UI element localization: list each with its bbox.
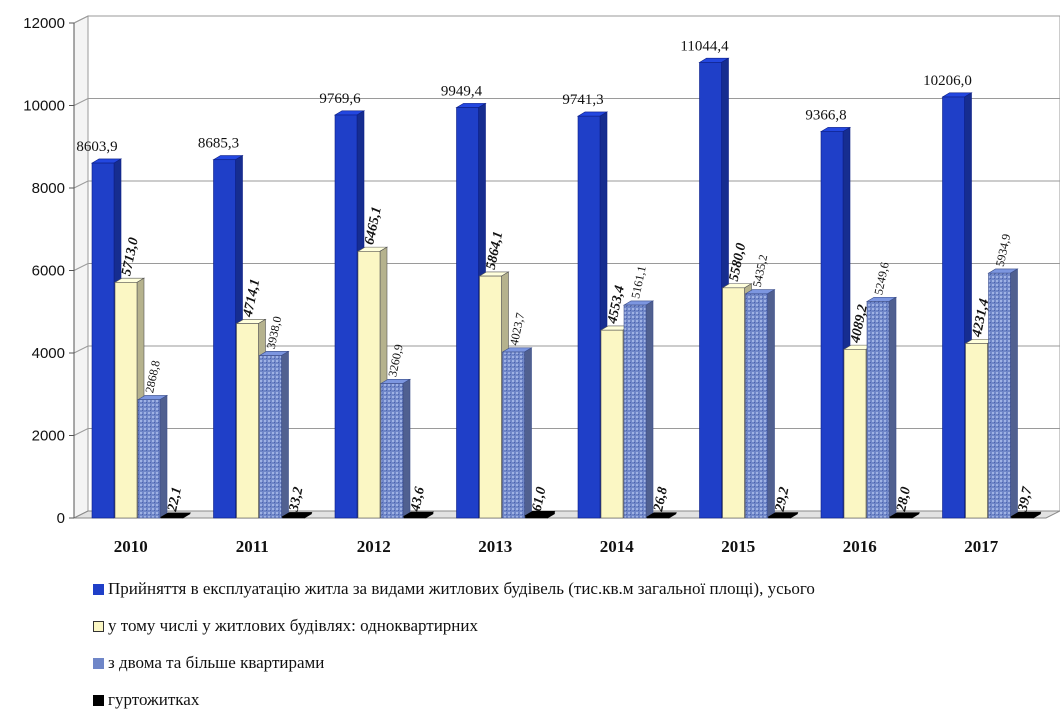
bar-multi-apartment-2014 <box>622 300 655 519</box>
bar-dormitories-2015 <box>767 512 799 519</box>
bar-multi-apartment-2011 <box>258 350 290 519</box>
gridlines <box>73 15 1060 436</box>
x-tick-label-2014: 2014 <box>600 537 635 556</box>
data-label-dormitories-2012: 43,6 <box>408 486 428 514</box>
gridline <box>73 15 1060 24</box>
data-label-total-2011: 8685,3 <box>198 136 239 152</box>
data-label-dormitories-2013: 61,0 <box>530 486 550 513</box>
chart: 0 2000 4000 6000 8000 10000 12000 8603,9 5713,0… <box>23 15 1060 709</box>
data-label-total-2013: 9949,4 <box>441 84 483 100</box>
x-tick-label-2013: 2013 <box>478 537 512 556</box>
x-tick-label-2015: 2015 <box>721 537 755 556</box>
bar-dormitories-2013 <box>524 510 556 519</box>
legend-label-dormitories: гуртожитках <box>108 690 200 709</box>
data-label-multi-apartment-2013: 4023,7 <box>507 311 528 346</box>
legend-swatch-total <box>93 583 104 595</box>
bar-dormitories-2010 <box>159 512 192 519</box>
data-label-total-2017: 10206,0 <box>923 73 972 89</box>
data-label-total-2012: 9769,6 <box>319 91 361 107</box>
bar-multi-apartment-2016 <box>865 296 898 519</box>
x-tick-label-2011: 2011 <box>236 537 269 556</box>
y-axis-ticks: 0 2000 4000 6000 8000 10000 12000 <box>23 15 75 527</box>
data-label-total-2010: 8603,9 <box>76 139 117 155</box>
x-tick-label-2016: 2016 <box>843 537 877 556</box>
legend-label-total: Прийняття в експлуатацію житла за видами… <box>108 579 815 598</box>
data-label-multi-apartment-2012: 3260,9 <box>385 343 406 378</box>
y-tick-label: 8000 <box>32 180 65 197</box>
bar-multi-apartment-2015 <box>744 289 776 519</box>
gridline <box>73 98 1060 106</box>
x-tick-label-2017: 2017 <box>964 537 999 556</box>
y-tick-label: 6000 <box>32 263 65 280</box>
legend-item-multi-apartment: з двома та більше квартирами <box>93 649 1053 677</box>
gridline <box>73 180 1060 189</box>
data-label-total-2014: 9741,3 <box>562 92 603 108</box>
legend: Прийняття в експлуатацію житла за видами… <box>93 575 1053 723</box>
y-tick-label: 2000 <box>32 428 65 445</box>
bars <box>90 57 1042 519</box>
data-labels: 8603,95713,02868,822,18685,34714,13938,0… <box>76 38 1035 513</box>
legend-label-single-apartment: у тому числі у житлових будівлях: однокв… <box>108 616 478 635</box>
bar-multi-apartment-2017 <box>987 268 1019 519</box>
data-label-total-2016: 9366,8 <box>805 108 846 124</box>
legend-item-dormitories: гуртожитках <box>93 686 1053 714</box>
y-tick-label: 12000 <box>23 15 65 32</box>
legend-item-single-apartment: у тому числі у житлових будівлях: однокв… <box>93 612 1053 640</box>
bar-dormitories-2017 <box>1010 511 1042 519</box>
bar-multi-apartment-2013 <box>501 347 533 519</box>
data-label-dormitories-2010: 22,1 <box>165 486 185 514</box>
bar-multi-apartment-2010 <box>136 394 169 519</box>
data-label-multi-apartment-2010: 2868,8 <box>142 359 163 394</box>
y-tick-label: 10000 <box>23 98 65 115</box>
bar-dormitories-2016 <box>888 512 921 519</box>
y-tick-label: 0 <box>57 510 65 527</box>
data-label-dormitories-2014: 26,8 <box>651 486 671 514</box>
legend-swatch-dormitories <box>93 694 104 706</box>
x-axis-ticks: 2010 2011 2012 2013 2014 2015 2016 2017 <box>114 537 999 556</box>
data-label-multi-apartment-2015: 5435,2 <box>750 253 771 288</box>
data-label-multi-apartment-2016: 5249,6 <box>871 261 892 296</box>
legend-swatch-single-apartment <box>93 620 104 632</box>
x-tick-label-2012: 2012 <box>357 537 391 556</box>
data-label-multi-apartment-2017: 5934,9 <box>993 233 1014 268</box>
x-tick-label-2010: 2010 <box>114 537 148 556</box>
bar-dormitories-2014 <box>645 512 678 519</box>
bar-dormitories-2012 <box>402 511 435 519</box>
legend-item-total: Прийняття в експлуатацію житла за видами… <box>93 575 1053 603</box>
data-label-multi-apartment-2014: 5161,1 <box>628 265 649 300</box>
data-label-dormitories-2011: 33,2 <box>287 486 307 514</box>
bar-multi-apartment-2012 <box>379 378 412 519</box>
legend-label-multi-apartment: з двома та більше квартирами <box>108 653 325 672</box>
data-label-dormitories-2015: 29,2 <box>773 486 793 514</box>
data-label-multi-apartment-2011: 3938,0 <box>264 315 285 350</box>
data-label-dormitories-2017: 39,7 <box>1016 485 1036 514</box>
legend-swatch-multi-apartment <box>93 657 104 669</box>
data-label-total-2015: 11044,4 <box>680 38 729 54</box>
y-tick-label: 4000 <box>32 345 65 362</box>
data-label-dormitories-2016: 28,0 <box>894 486 914 514</box>
bar-dormitories-2011 <box>281 511 313 519</box>
gridline <box>73 263 1060 271</box>
